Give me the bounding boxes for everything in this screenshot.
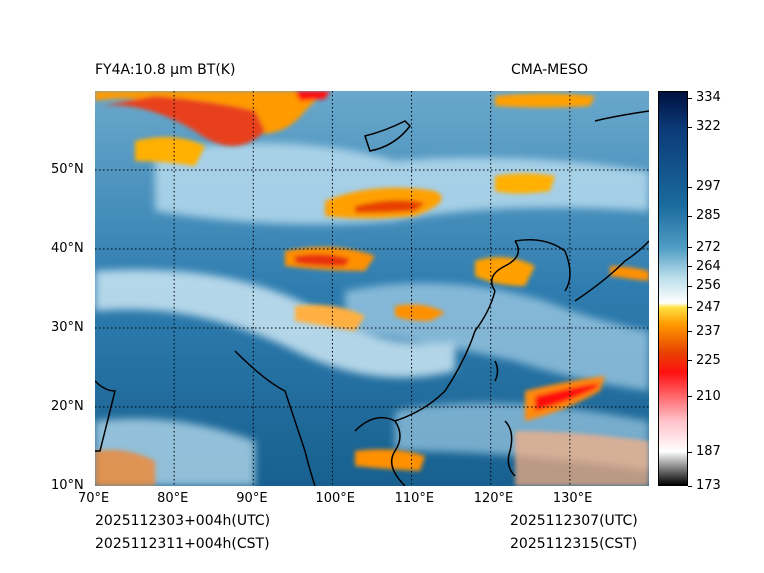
colorbar-tick [688, 247, 692, 249]
coastlines [95, 110, 649, 486]
map-canvas [95, 91, 649, 486]
lat-tick-label: 30°N [51, 320, 84, 335]
colorbar-tick-label: 237 [696, 323, 721, 339]
lat-tick-label: 20°N [51, 399, 84, 414]
lon-tick-label: 120°E [473, 491, 514, 506]
valid-time-utc: 2025112307(UTC) [510, 513, 638, 529]
colorbar-tick-label: 322 [696, 119, 721, 135]
coastline-japan [574, 240, 649, 302]
colorbar-tick-label: 247 [696, 299, 721, 315]
coastline-philippines [504, 420, 516, 477]
lat-tick-label: 50°N [51, 162, 84, 177]
coastline-taiwan [494, 360, 499, 382]
colorbar-tick [688, 485, 692, 487]
lon-tick-label: 80°E [157, 491, 189, 506]
lon-tick-label: 90°E [236, 491, 268, 506]
coastline-indochina [354, 416, 406, 486]
colorbar-tick [688, 396, 692, 398]
colorbar-tick [688, 126, 692, 128]
colorbar-tick-label: 210 [696, 388, 721, 404]
colorbar-tick [688, 307, 692, 309]
colorbar-tick-label: 285 [696, 208, 721, 224]
coastline-china-east [490, 240, 520, 292]
lon-tick-label: 130°E [552, 491, 593, 506]
colorbar-ramp [659, 92, 687, 485]
coastline-okhotsk [594, 110, 649, 122]
graticule [95, 91, 649, 486]
convective-clouds [95, 91, 649, 486]
coastline-arabian-sea [95, 380, 116, 452]
lat-tick-label: 40°N [51, 241, 84, 256]
colorbar-tick [688, 97, 692, 99]
colorbar-tick [688, 215, 692, 217]
colorbar-tick [688, 360, 692, 362]
colorbar-tick [688, 266, 692, 268]
coastline-china-south [394, 290, 496, 422]
lon-tick-label: 110°E [394, 491, 435, 506]
coastline-india-east [234, 350, 316, 486]
map-title: FY4A:10.8 µm BT(K) [95, 62, 236, 78]
satellite-map [95, 91, 649, 486]
colorbar-tick-label: 264 [696, 258, 721, 274]
colorbar-tick [688, 285, 692, 287]
coastline-korea [514, 239, 571, 292]
colorbar [658, 91, 688, 486]
colorbar-tick-label: 334 [696, 90, 721, 106]
init-time-utc: 2025112303+004h(UTC) [95, 513, 271, 529]
colorbar-tick-label: 297 [696, 179, 721, 195]
colorbar-tick [688, 331, 692, 333]
coastline-baikal [364, 120, 411, 152]
colorbar-tick-label: 272 [696, 239, 721, 255]
valid-time-cst: 2025112315(CST) [510, 536, 638, 552]
colorbar-tick-label: 225 [696, 352, 721, 368]
model-name: CMA-MESO [511, 62, 589, 78]
lon-tick-label: 100°E [315, 491, 355, 506]
colorbar-tick-label: 256 [696, 278, 721, 294]
lon-tick-label: 70°E [78, 491, 110, 506]
colorbar-tick [688, 186, 692, 188]
colorbar-tick-label: 173 [696, 478, 721, 493]
lat-tick-label: 10°N [51, 478, 84, 493]
colorbar-tick-label: 187 [696, 444, 721, 460]
init-time-cst: 2025112311+004h(CST) [95, 536, 270, 552]
colorbar-tick [688, 451, 692, 453]
